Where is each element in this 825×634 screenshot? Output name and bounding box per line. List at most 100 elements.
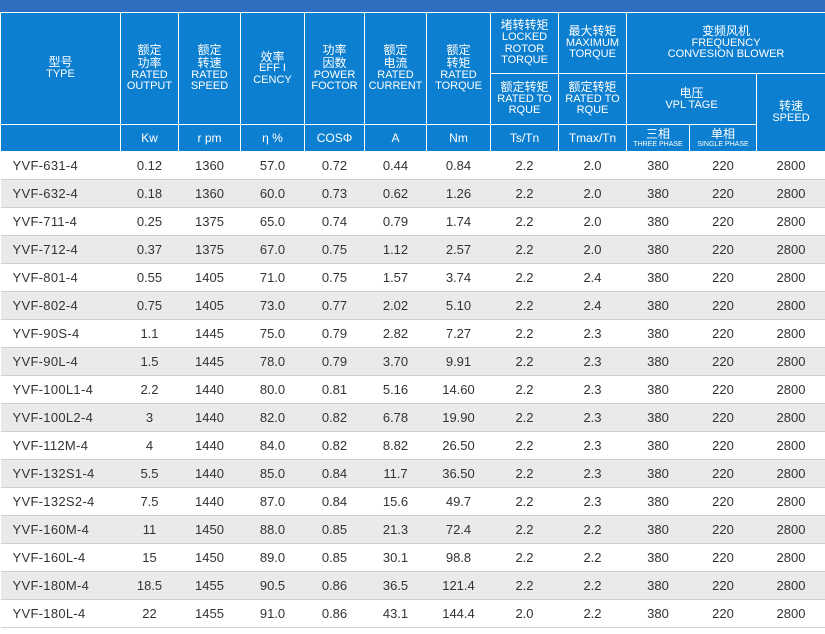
cell-power-factor: 0.75 [304,235,365,264]
cell-rated-torque: 1.26 [426,179,491,208]
cell-locked-ratio: 2.2 [490,319,559,348]
table-row: YVF-90S-4 1.1 1445 75.0 0.79 2.82 7.27 2.2 2.3 38… [0,319,825,348]
cell-blower-speed: 2800 [756,571,825,600]
cell-max-ratio: 2.3 [558,403,627,432]
cell-rated-torque: 7.27 [426,319,491,348]
unit-efficiency: η % [240,124,305,152]
cell-locked-ratio: 2.2 [490,347,559,376]
cell-rated-speed: 1375 [178,207,241,236]
cell-rated-current: 21.3 [364,515,427,544]
cell-power-factor: 0.86 [304,599,365,628]
cell-power-factor: 0.85 [304,515,365,544]
cell-three-phase-voltage: 380 [626,151,690,180]
header-rated-torque: 额定 转矩 RATED TORQUE [426,12,491,125]
cell-rated-current: 3.70 [364,347,427,376]
unit-current: A [364,124,427,152]
cell-type: YVF-90S-4 [0,319,121,348]
cell-three-phase-voltage: 380 [626,487,690,516]
table-row: YVF-802-4 0.75 1405 73.0 0.77 2.02 5.10 2.2 2.4 3… [0,291,825,320]
cell-type: YVF-802-4 [0,291,121,320]
cell-locked-ratio: 2.2 [490,207,559,236]
cell-efficiency: 89.0 [240,543,305,572]
cell-efficiency: 87.0 [240,487,305,516]
cell-type: YVF-160M-4 [0,515,121,544]
table-row: YVF-712-4 0.37 1375 67.0 0.75 1.12 2.57 2.2 2.0 3… [0,235,825,264]
cell-rated-output: 11 [120,515,179,544]
cell-efficiency: 78.0 [240,347,305,376]
cell-power-factor: 0.77 [304,291,365,320]
cell-rated-torque: 14.60 [426,375,491,404]
header-blower-speed: 转速 SPEED [756,73,825,152]
unit-single-phase: 单相 SINGLE PHASE [689,124,757,152]
unit-type-blank [0,124,121,152]
cell-rated-current: 1.12 [364,235,427,264]
cell-rated-torque: 0.84 [426,151,491,180]
header-frequency-blower: 变频风机 FREQUENCY CONVESION BLOWER [626,12,825,74]
cell-single-phase-voltage: 220 [689,599,757,628]
table-row: YVF-112M-4 4 1440 84.0 0.82 8.82 26.50 2.2 2.3 38… [0,431,825,460]
table-body: YVF-631-4 0.12 1360 57.0 0.72 0.44 0.84 2.2 2.0 3… [0,151,825,628]
cell-rated-current: 2.02 [364,291,427,320]
cell-blower-speed: 2800 [756,459,825,488]
cell-three-phase-voltage: 380 [626,403,690,432]
cell-single-phase-voltage: 220 [689,291,757,320]
cell-type: YVF-112M-4 [0,431,121,460]
unit-locked-ratio: Ts/Tn [490,124,559,152]
table-row: YVF-132S1-4 5.5 1440 85.0 0.84 11.7 36.50 2.2 2.… [0,459,825,488]
cell-max-ratio: 2.3 [558,487,627,516]
cell-rated-output: 0.12 [120,151,179,180]
cell-max-ratio: 2.2 [558,571,627,600]
cell-rated-torque: 26.50 [426,431,491,460]
cell-blower-speed: 2800 [756,179,825,208]
cell-single-phase-voltage: 220 [689,487,757,516]
cell-single-phase-voltage: 220 [689,459,757,488]
cell-rated-current: 11.7 [364,459,427,488]
header-voltage: 电压 VPL TAGE [626,73,757,125]
cell-single-phase-voltage: 220 [689,319,757,348]
cell-power-factor: 0.82 [304,403,365,432]
cell-rated-speed: 1405 [178,263,241,292]
cell-rated-speed: 1360 [178,179,241,208]
cell-rated-torque: 49.7 [426,487,491,516]
cell-three-phase-voltage: 380 [626,207,690,236]
cell-max-ratio: 2.2 [558,599,627,628]
cell-three-phase-voltage: 380 [626,319,690,348]
cell-type: YVF-631-4 [0,151,121,180]
cell-efficiency: 82.0 [240,403,305,432]
cell-rated-output: 1.5 [120,347,179,376]
cell-max-ratio: 2.4 [558,263,627,292]
header-rated-output: 额定 功率 RATED OUTPUT [120,12,179,125]
cell-three-phase-voltage: 380 [626,459,690,488]
cell-locked-ratio: 2.2 [490,515,559,544]
cell-single-phase-voltage: 220 [689,515,757,544]
cell-rated-speed: 1440 [178,459,241,488]
cell-three-phase-voltage: 380 [626,543,690,572]
cell-rated-current: 15.6 [364,487,427,516]
cell-rated-output: 5.5 [120,459,179,488]
cell-efficiency: 91.0 [240,599,305,628]
cell-max-ratio: 2.0 [558,151,627,180]
cell-type: YVF-132S1-4 [0,459,121,488]
cell-power-factor: 0.75 [304,263,365,292]
header-type: 型号 TYPE [0,12,121,125]
cell-rated-speed: 1445 [178,347,241,376]
cell-rated-torque: 5.10 [426,291,491,320]
cell-rated-current: 43.1 [364,599,427,628]
cell-efficiency: 65.0 [240,207,305,236]
cell-power-factor: 0.84 [304,487,365,516]
table-row: YVF-160M-4 11 1450 88.0 0.85 21.3 72.4 2.2 2.2 38… [0,515,825,544]
cell-rated-output: 0.25 [120,207,179,236]
cell-rated-output: 1.1 [120,319,179,348]
header-efficiency: 效率 EFF I CENCY [240,12,305,125]
cell-three-phase-voltage: 380 [626,347,690,376]
cell-three-phase-voltage: 380 [626,375,690,404]
header-max-rated-torque: 额定转矩 RATED TO RQUE [558,73,627,125]
cell-single-phase-voltage: 220 [689,347,757,376]
cell-max-ratio: 2.3 [558,347,627,376]
cell-single-phase-voltage: 220 [689,179,757,208]
cell-rated-current: 0.62 [364,179,427,208]
cell-locked-ratio: 2.2 [490,571,559,600]
cell-rated-output: 0.75 [120,291,179,320]
cell-rated-current: 8.82 [364,431,427,460]
